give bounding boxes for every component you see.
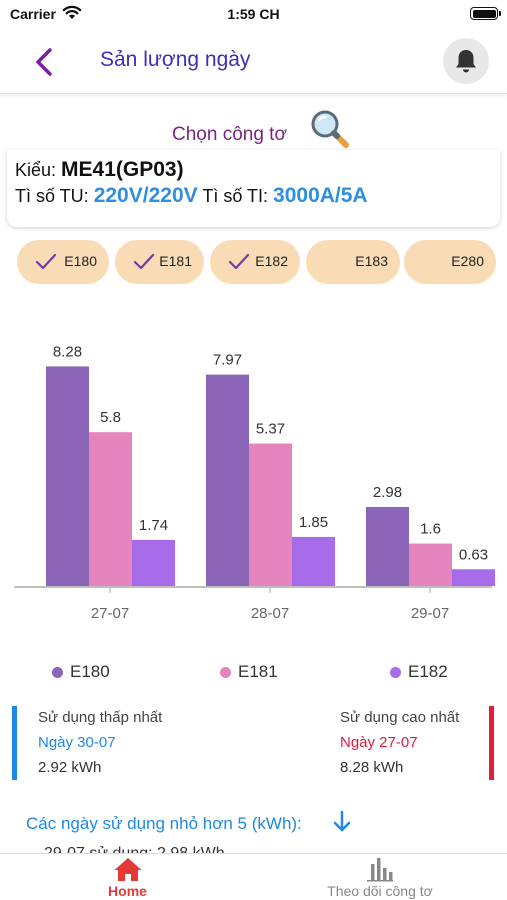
legend-label: E181 — [238, 662, 278, 681]
daily-usage-chart: 8.28 5.8 1.74 27-07 7.97 5.37 1.85 28-07 2.98 1.6… — [0, 300, 507, 640]
bar-e182-29-07 — [452, 569, 495, 586]
x-tick-label: 27-07 — [91, 605, 129, 622]
chip-e180[interactable]: E180 — [17, 240, 109, 284]
back-button[interactable] — [28, 44, 64, 80]
legend-dot — [220, 667, 231, 678]
min-usage-value: 2.92 kWh — [38, 759, 102, 776]
data-label-e182-28-07: 1.85 — [299, 514, 328, 531]
data-label-e181-29-07: 1.6 — [420, 521, 441, 538]
data-label-e181-28-07: 5.37 — [256, 421, 285, 438]
check-icon — [133, 253, 155, 270]
bar-chart-icon — [367, 858, 393, 882]
max-usage-indicator — [489, 706, 494, 780]
legend-label: E180 — [70, 662, 110, 681]
data-label-e180-27-07: 8.28 — [53, 343, 82, 360]
data-label-e181-27-07: 5.8 — [100, 409, 121, 426]
meter-ratio-row: Tì số TU: 220V/220V Tì số TI: 3000A/5A — [15, 184, 368, 208]
home-icon — [114, 858, 141, 881]
page-title: Sản lượng ngày — [100, 48, 251, 71]
min-usage-title: Sử dụng thấp nhất — [38, 709, 163, 726]
wifi-icon — [62, 5, 82, 26]
meter-select[interactable]: Chọn công tơ — [0, 104, 507, 148]
min-usage-indicator — [12, 706, 17, 780]
bar-e181-29-07 — [409, 543, 452, 586]
app-header: Sản lượng ngày — [0, 30, 507, 94]
data-label-e182-29-07: 0.63 — [459, 546, 488, 563]
search-icon[interactable] — [308, 108, 352, 157]
bar-e180-29-07 — [366, 506, 409, 586]
chip-label: E280 — [451, 253, 484, 269]
meter-select-label: Chọn công tơ — [172, 124, 287, 145]
legend-dot — [390, 667, 401, 678]
legend-dot — [52, 667, 63, 678]
bar-e181-27-07 — [89, 432, 132, 586]
tab-meter-monitor-label: Theo dõi công tơ — [327, 883, 433, 899]
meter-info-card: Kiểu: ME41(GP03) Tì số TU: 220V/220V Tì … — [7, 150, 500, 227]
carrier-label: Carrier — [10, 6, 56, 22]
chip-label: E181 — [159, 253, 192, 269]
bar-e182-28-07 — [292, 536, 335, 586]
notification-button[interactable] — [443, 38, 489, 84]
status-bar: Carrier 1:59 CH — [0, 0, 507, 30]
tab-bar: Home Theo dõi công tơ — [0, 853, 507, 900]
bar-e180-28-07 — [206, 374, 249, 586]
tab-home-label: Home — [108, 883, 147, 899]
bar-chart-svg: 8.28 5.8 1.74 27-07 7.97 5.37 1.85 28-07 2.98 1.6… — [14, 343, 495, 622]
max-usage-title: Sử dụng cao nhất — [340, 709, 460, 726]
tu-value: 220V/220V — [93, 184, 198, 207]
battery-icon — [470, 7, 501, 20]
data-label-e180-29-07: 2.98 — [373, 484, 402, 501]
x-tick-label: 29-07 — [411, 605, 449, 622]
chip-e280[interactable]: E280 — [404, 240, 496, 284]
bar-e181-28-07 — [249, 443, 292, 586]
legend-label: E182 — [408, 662, 448, 681]
meter-chip-list: E180 E181 E182 E183 E280 — [0, 240, 507, 284]
meter-type-label: Kiểu: — [15, 160, 57, 180]
low-usage-days-title[interactable]: Các ngày sử dụng nhỏ hơn 5 (kWh): — [26, 814, 302, 833]
status-time: 1:59 CH — [227, 6, 280, 22]
chip-e182[interactable]: E182 — [210, 240, 300, 284]
tu-label: Tì số TU: — [15, 186, 89, 206]
ti-value: 3000A/5A — [273, 184, 368, 207]
bell-icon — [456, 50, 476, 73]
bar-e180-27-07 — [46, 366, 89, 586]
max-usage-date: Ngày 27-07 — [340, 734, 418, 751]
data-label-e180-28-07: 7.97 — [213, 352, 242, 369]
data-label-e182-27-07: 1.74 — [139, 517, 168, 534]
bar-e182-27-07 — [132, 539, 175, 586]
ti-label: Tì số TI: — [202, 186, 269, 206]
x-tick-label: 28-07 — [251, 605, 289, 622]
chart-legend: E180 E181 E182 — [0, 660, 507, 686]
chip-label: E182 — [255, 253, 288, 269]
check-icon — [35, 253, 57, 270]
meter-type-row: Kiểu: ME41(GP03) — [15, 158, 184, 182]
min-usage-date: Ngày 30-07 — [38, 734, 116, 751]
chip-e181[interactable]: E181 — [115, 240, 204, 284]
tab-meter-monitor[interactable]: Theo dõi công tơ — [300, 854, 460, 900]
chip-e183[interactable]: E183 — [306, 240, 400, 284]
chip-label: E183 — [355, 253, 388, 269]
check-icon — [228, 253, 250, 270]
max-usage-value: 8.28 kWh — [340, 759, 404, 776]
chevron-left-icon — [36, 48, 52, 76]
tab-home[interactable]: Home — [80, 854, 175, 900]
meter-type-value: ME41(GP03) — [61, 158, 184, 181]
chip-label: E180 — [64, 253, 97, 269]
arrow-down-icon[interactable] — [332, 810, 352, 834]
